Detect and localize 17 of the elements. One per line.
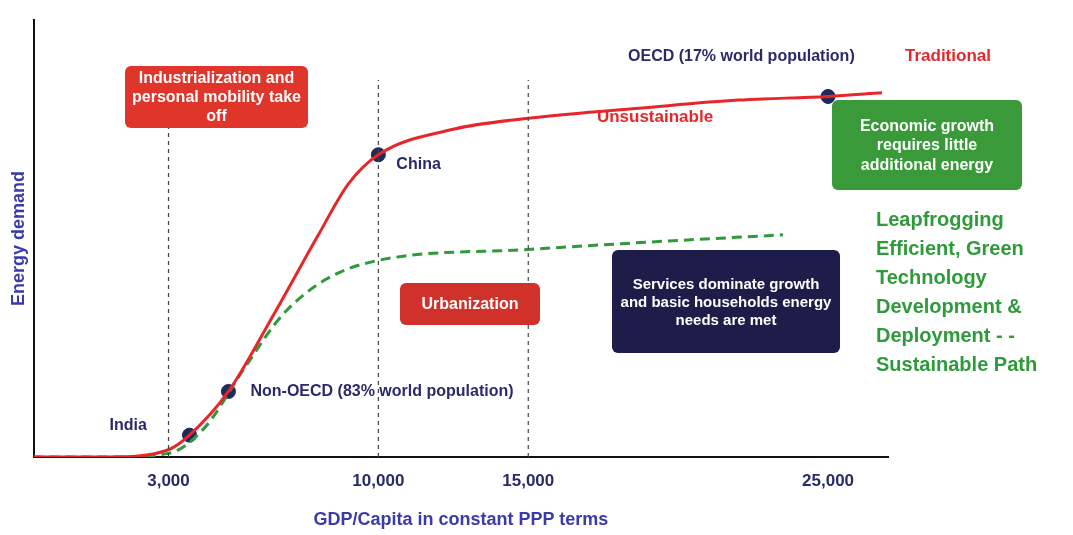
speech-bubble: Economic growth requires little additional energy: [832, 100, 1022, 190]
annotation: Non-OECD (83% world population): [250, 381, 514, 399]
x-tick-label: 10,000: [352, 470, 405, 490]
x-tick-label: 25,000: [802, 470, 855, 490]
speech-bubble: Urbanization: [400, 283, 540, 325]
text: Leapfrogging Efficient, Green Technology Development & Deployment - - Sustainable Path: [876, 207, 1039, 377]
note-text: Unsustainable: [595, 106, 715, 128]
x-axis-title: GDP/Capita in constant PPP terms: [313, 509, 609, 530]
y-axis-title: Energy demand: [7, 170, 28, 307]
speech-bubble: Industrialization and personal mobility take off: [125, 66, 308, 128]
speech-bubble: Services dominate growth and basic households energy needs are met: [612, 250, 840, 353]
x-tick-label: 3,000: [147, 470, 190, 490]
x-tick-label: 15,000: [502, 470, 555, 490]
annotation: India: [109, 415, 147, 433]
annotation: OECD (17% world population): [628, 46, 855, 64]
text: Traditional: [905, 45, 992, 67]
annotation: China: [396, 155, 441, 173]
